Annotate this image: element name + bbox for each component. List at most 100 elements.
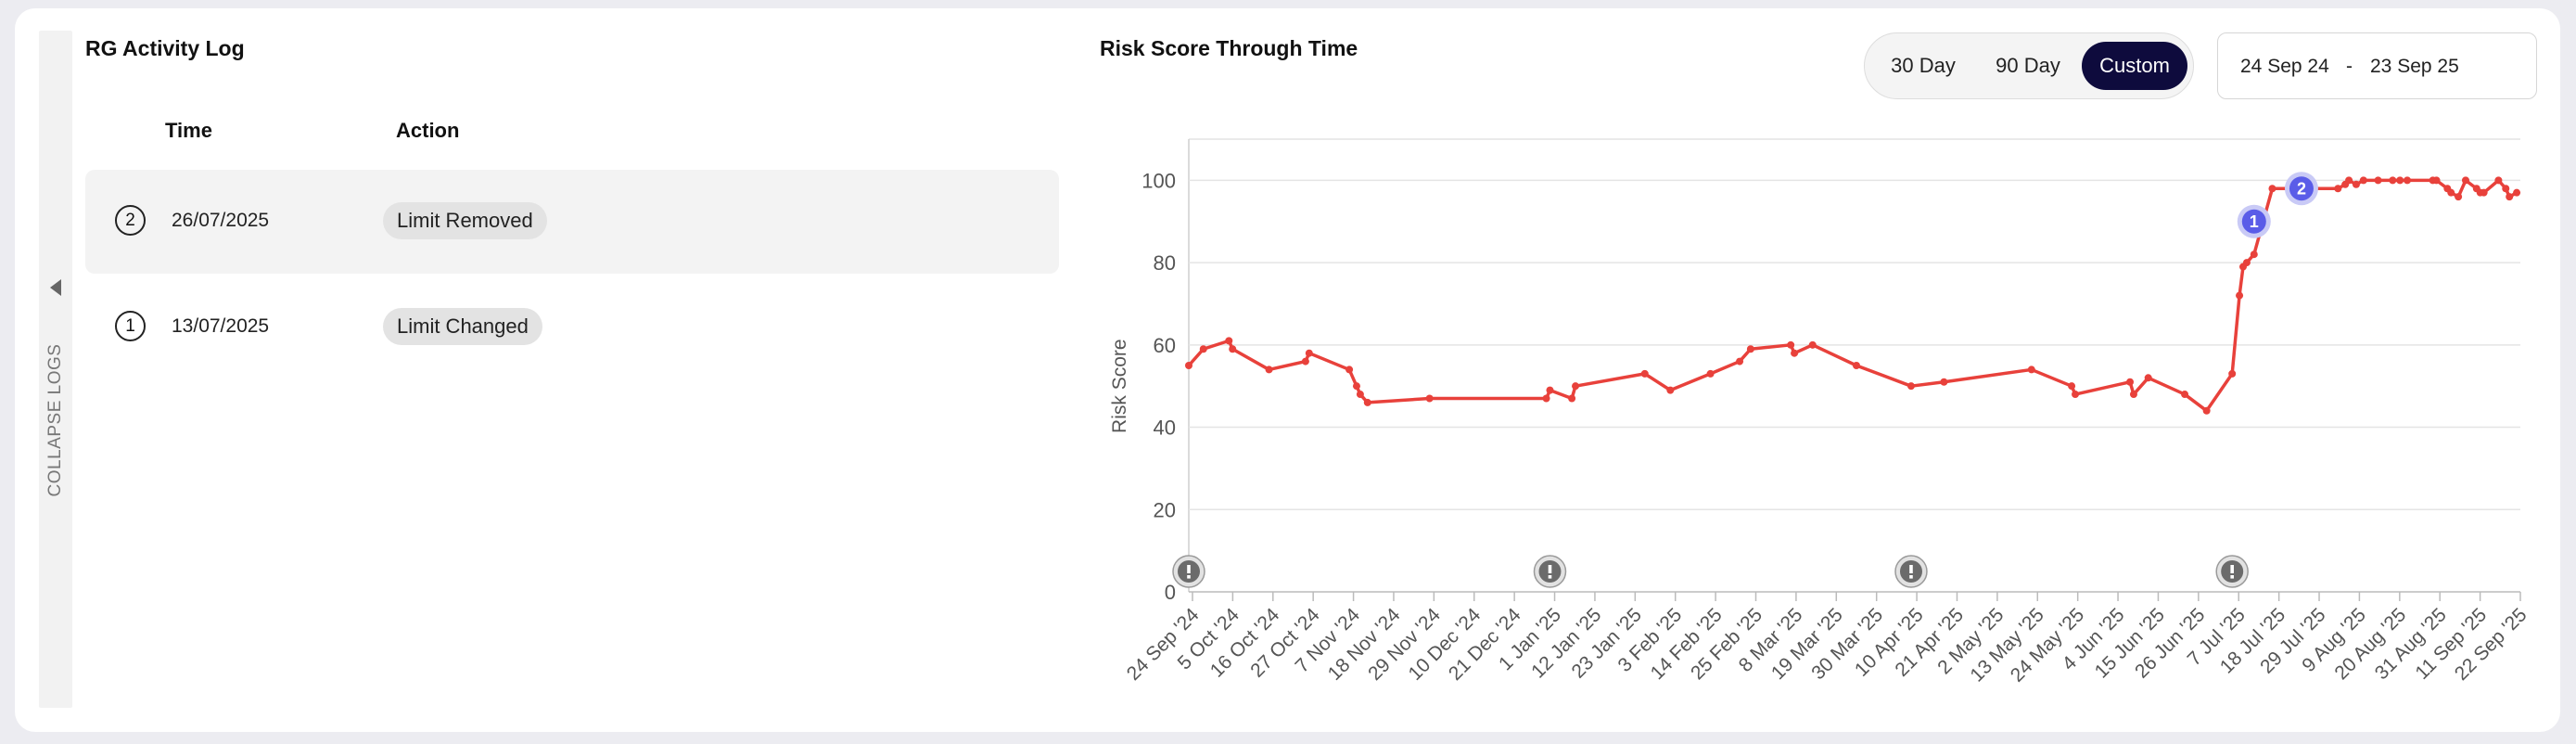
data-point <box>1746 345 1754 353</box>
data-point <box>2494 176 2503 185</box>
time-column-header: Time <box>165 119 212 142</box>
data-point <box>2144 374 2152 382</box>
data-point <box>2242 259 2251 267</box>
data-point <box>2072 391 2080 399</box>
data-point <box>1640 369 1649 378</box>
data-point <box>2345 176 2353 185</box>
data-point <box>2447 188 2455 197</box>
data-point <box>2432 176 2441 185</box>
alert-marker-icon <box>1172 555 1205 588</box>
data-point <box>2250 250 2258 259</box>
data-point <box>1568 394 1576 403</box>
row-action-badge: Limit Removed <box>383 202 547 239</box>
event-marker-core <box>2289 176 2314 201</box>
risk-chart-title: Risk Score Through Time <box>1100 36 1358 60</box>
data-point <box>2181 391 2189 399</box>
risk-score-line <box>1187 178 2518 413</box>
data-point <box>2506 193 2514 201</box>
data-point <box>2228 369 2237 378</box>
table-row[interactable]: 1 13/07/2025 Limit Changed <box>85 276 1059 379</box>
date-separator: - <box>2346 56 2353 77</box>
activity-log-title: RG Activity Log <box>85 36 245 60</box>
event-marker-label: 2 <box>2297 180 2306 199</box>
data-point <box>1808 340 1817 349</box>
range-90-day-button[interactable]: 90 Day <box>1996 54 2060 77</box>
alert-marker-bar <box>1187 565 1191 573</box>
data-point <box>2268 185 2276 193</box>
data-point <box>1736 357 1744 366</box>
alert-marker-icon <box>1533 555 1567 588</box>
data-point <box>2404 176 2412 185</box>
event-marker: 2 <box>2284 172 2318 206</box>
data-point <box>1940 378 1948 386</box>
date-from[interactable]: 24 Sep 24 <box>2240 56 2329 77</box>
data-point <box>2129 391 2137 399</box>
alert-marker-icon <box>2215 555 2249 588</box>
y-tick-label: 40 <box>1154 417 1176 440</box>
alert-marker-icon <box>1894 555 1928 588</box>
data-point <box>2389 176 2397 185</box>
data-point <box>2236 291 2244 300</box>
data-point <box>2455 193 2463 201</box>
data-point <box>1229 345 1237 353</box>
data-point <box>2480 188 2488 197</box>
data-point <box>2068 382 2076 391</box>
action-column-header: Action <box>396 119 460 142</box>
y-tick-label: 20 <box>1154 498 1176 521</box>
event-marker-core <box>2241 209 2266 234</box>
data-point <box>1199 345 1207 353</box>
data-point <box>2513 188 2521 197</box>
event-marker: 1 <box>2237 204 2271 238</box>
data-point <box>1305 349 1313 357</box>
date-range-picker[interactable]: 24 Sep 24 - 23 Sep 25 <box>2217 32 2537 99</box>
y-tick-label: 80 <box>1154 251 1176 275</box>
event-marker-label: 1 <box>2250 212 2259 231</box>
data-point <box>1706 369 1715 378</box>
row-time: 13/07/2025 <box>172 315 270 337</box>
y-tick-label: 60 <box>1154 334 1176 357</box>
data-point <box>2352 180 2360 188</box>
data-point <box>1906 382 1915 391</box>
data-point <box>1363 398 1371 406</box>
data-point <box>1301 357 1309 366</box>
data-point <box>2202 406 2211 415</box>
collapse-logs-rail[interactable]: COLLAPSE LOGS <box>39 31 72 708</box>
alert-marker-bar <box>2230 565 2234 573</box>
data-point <box>1425 394 1434 403</box>
alert-marker-bar <box>1909 565 1913 573</box>
table-row[interactable]: 2 26/07/2025 Limit Removed <box>85 170 1059 274</box>
data-point <box>1546 386 1554 394</box>
alert-marker-bar <box>1548 565 1552 573</box>
data-point <box>2374 176 2382 185</box>
row-index-badge: 2 <box>115 205 146 236</box>
data-point <box>2334 185 2342 193</box>
row-index-badge: 1 <box>115 311 146 341</box>
data-point <box>1345 366 1354 374</box>
data-point <box>1356 391 1364 399</box>
data-point <box>1852 362 1860 369</box>
range-custom-button[interactable]: Custom <box>2082 42 2187 90</box>
alert-marker-dot <box>1548 575 1552 579</box>
data-point <box>2396 176 2404 185</box>
alert-marker-dot <box>1909 575 1913 579</box>
date-to[interactable]: 23 Sep 25 <box>2370 56 2459 77</box>
alert-marker-dot <box>2230 575 2234 579</box>
data-point <box>1787 340 1795 349</box>
data-point <box>1791 349 1799 357</box>
data-point <box>1352 382 1360 391</box>
row-time: 26/07/2025 <box>172 210 270 231</box>
collapse-arrow-icon[interactable] <box>50 279 61 296</box>
y-tick-label: 0 <box>1165 581 1176 604</box>
row-action-badge: Limit Changed <box>383 308 542 345</box>
data-point <box>1572 382 1580 391</box>
y-tick-label: 100 <box>1141 169 1176 192</box>
data-point <box>1666 386 1675 394</box>
range-toggle: 30 Day 90 Day Custom <box>1864 32 2194 99</box>
data-point <box>2359 176 2367 185</box>
data-point <box>1542 394 1550 403</box>
data-point <box>2502 185 2510 193</box>
range-30-day-button[interactable]: 30 Day <box>1891 54 1956 77</box>
data-point <box>1185 362 1192 369</box>
data-point <box>2027 366 2035 374</box>
